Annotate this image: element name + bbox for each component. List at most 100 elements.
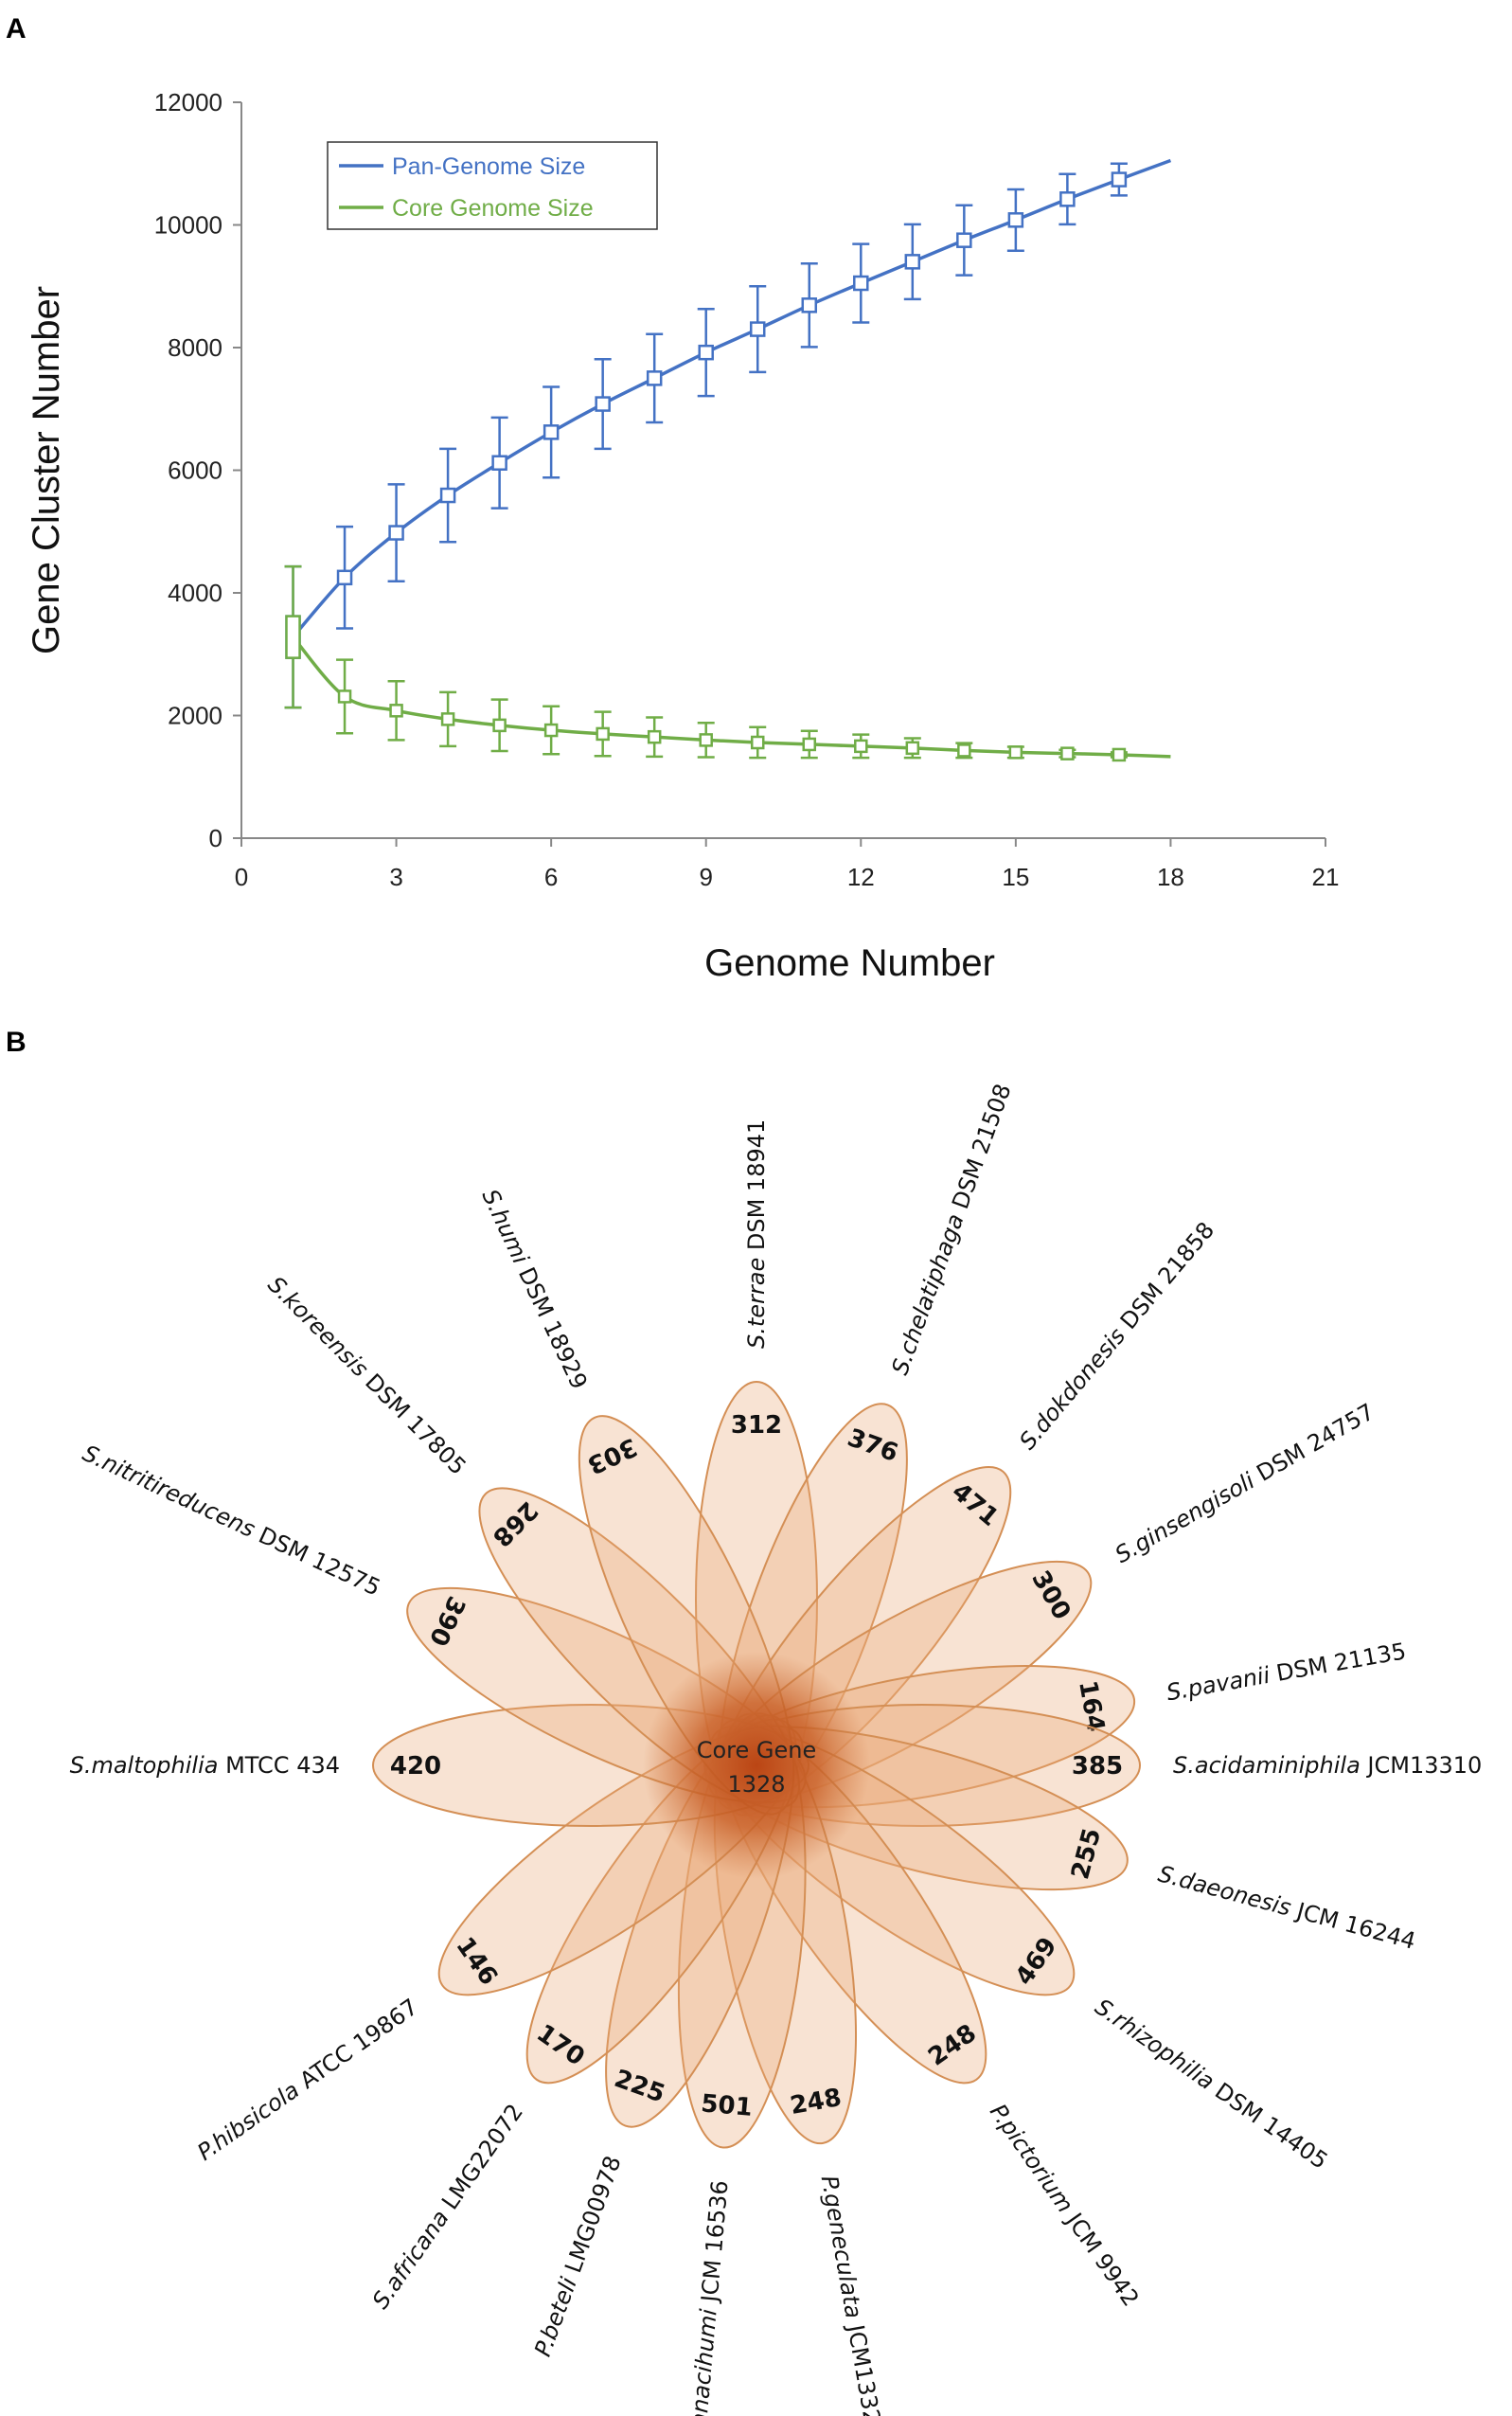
strain-id: DSM 14405 (1204, 2073, 1333, 2174)
strain-label: S.panacihumi JCM 16536 (683, 2179, 734, 2416)
series-pan-genome (284, 158, 1172, 709)
strain-label: P.beteli LMG00978 (529, 2153, 627, 2360)
strain-id: DSM 12575 (248, 1519, 384, 1602)
strain-id: DSM 21858 (1111, 1217, 1219, 1340)
data-point (802, 737, 817, 752)
y-tick-label: 4000 (168, 579, 222, 607)
data-point (491, 455, 507, 471)
strain-species: S.koreensis (262, 1271, 373, 1382)
data-point (440, 712, 455, 726)
petal-count: 312 (731, 1411, 782, 1440)
core-region (643, 1652, 870, 1879)
data-point (388, 525, 404, 541)
strain-label: S.rhizophilia DSM 14405 (1090, 1994, 1332, 2174)
data-point (1059, 191, 1076, 207)
strain-species: S.nitritireducens (79, 1440, 259, 1543)
strain-label: S.humi DSM 18929 (476, 1185, 592, 1393)
data-point (492, 718, 507, 733)
strain-label: S.pavanii DSM 21135 (1165, 1638, 1408, 1706)
data-point (957, 743, 971, 758)
strain-label: S.chelatiphaga DSM 21508 (886, 1081, 1016, 1379)
strain-species: P.beteli (529, 2274, 582, 2360)
series-line (292, 158, 1172, 638)
strain-species: S.acidaminiphila (1173, 1752, 1361, 1779)
legend-label: Core Genome Size (392, 195, 594, 222)
strain-species: S.pavanii (1165, 1662, 1272, 1707)
y-tick-label: 6000 (168, 456, 222, 485)
panel-b-label: B (6, 1027, 27, 1058)
petal-count: 385 (1072, 1752, 1123, 1781)
strain-label: S.ginsengisoli DSM 24757 (1111, 1398, 1379, 1568)
core-label: Core Gene (697, 1737, 817, 1763)
strain-species: P.geneculata (816, 2174, 867, 2320)
y-tick-label: 12000 (154, 88, 222, 116)
strain-species: S.daeonesis (1155, 1860, 1293, 1921)
core-count: 1328 (727, 1771, 785, 1798)
data-point (543, 424, 560, 440)
strain-id: DSM 18929 (510, 1257, 593, 1393)
strain-id: JCM 9942 (1057, 2202, 1144, 2311)
x-tick-label: 0 (235, 863, 248, 891)
panel-a-label: A (6, 13, 27, 45)
pan-core-chart: 0 2000 4000 6000 8000 10000 12000 0 3 6 9 12 15 18 21 G… (26, 88, 1339, 984)
data-point (699, 733, 713, 747)
strain-label: S.nitritireducens DSM 12575 (79, 1440, 384, 1602)
x-tick-label: 3 (389, 863, 402, 891)
data-point (595, 396, 611, 412)
strain-species: S.terrae (743, 1258, 770, 1349)
strain-id: MTCC 434 (218, 1752, 340, 1779)
x-tick-label: 18 (1157, 863, 1184, 891)
data-point (956, 232, 972, 248)
x-tick-label: 15 (1002, 863, 1029, 891)
data-point (904, 254, 921, 270)
strain-species: S.africana (367, 2205, 454, 2314)
data-point (647, 729, 662, 744)
strain-id: JCM 16536 (696, 2179, 734, 2310)
data-point (285, 615, 301, 659)
data-point (389, 704, 403, 718)
petal-count: 501 (700, 2089, 754, 2122)
strain-label: P.hibsicola ATCC 19867 (192, 1994, 422, 2166)
strain-label: S.maltophilia MTCC 434 (70, 1752, 340, 1779)
y-tick-label: 8000 (168, 333, 222, 362)
data-point (439, 487, 456, 504)
data-point (646, 370, 663, 386)
strain-species: S.maltophilia (70, 1752, 219, 1779)
legend-box (327, 141, 658, 230)
strain-label: S.dokdonesis DSM 21858 (1014, 1217, 1219, 1455)
strain-label: S.daeonesis JCM 16244 (1155, 1860, 1418, 1955)
strain-label: S.koreensis DSM 17805 (262, 1271, 471, 1479)
strain-label: S.terrae DSM 18941 (743, 1119, 770, 1349)
legend-label: Pan-Genome Size (392, 153, 585, 180)
data-point (1060, 746, 1075, 761)
x-tick-label: 12 (847, 863, 875, 891)
strain-label: S.africana LMG22072 (367, 2099, 528, 2314)
data-point (596, 726, 610, 742)
strain-label: P.geneculata JCM13324 (816, 2174, 888, 2416)
strain-species: P.hibsicola (192, 2077, 304, 2166)
strain-species: P.pictorium (985, 2099, 1078, 2217)
data-point (698, 344, 714, 361)
strain-species: S.dokdonesis (1014, 1323, 1130, 1455)
strain-id: DSM 21135 (1267, 1638, 1408, 1688)
strain-id: JCM13310 (1361, 1752, 1483, 1779)
data-point (801, 297, 818, 313)
x-axis-title: Genome Number (704, 942, 995, 984)
strain-label: P.pictorium JCM 9942 (985, 2099, 1145, 2311)
strain-id: JCM13324 (841, 2316, 888, 2416)
data-point (749, 321, 766, 337)
y-tick-label: 2000 (168, 702, 222, 730)
strain-id: JCM 16244 (1287, 1896, 1418, 1955)
data-point (853, 275, 869, 292)
data-point (337, 689, 352, 704)
y-tick-label: 10000 (154, 211, 222, 240)
strain-id: DSM 21508 (944, 1081, 1016, 1220)
data-point (905, 741, 920, 756)
y-axis-title: Gene Cluster Number (26, 286, 67, 654)
strain-id: ATCC 19867 (289, 1994, 422, 2099)
x-tick-label: 21 (1312, 863, 1340, 891)
y-tick-label: 0 (209, 824, 222, 852)
strain-id: LMG22072 (433, 2099, 528, 2220)
strain-species: S.chelatiphaga (886, 1210, 969, 1378)
